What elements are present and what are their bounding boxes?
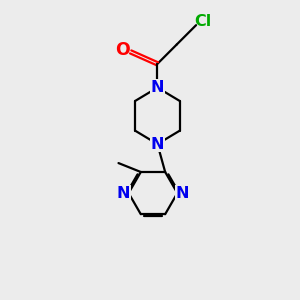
Text: N: N <box>151 80 164 95</box>
Text: N: N <box>151 136 164 152</box>
Text: Cl: Cl <box>194 14 211 29</box>
Text: N: N <box>116 186 130 201</box>
Text: O: O <box>115 41 130 59</box>
Text: N: N <box>176 186 189 201</box>
